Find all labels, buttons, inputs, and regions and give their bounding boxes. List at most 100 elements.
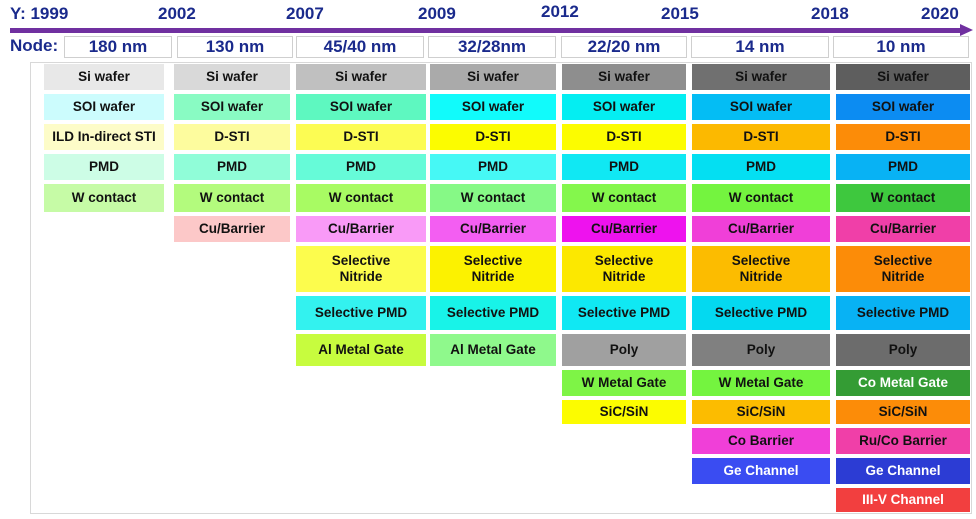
cell-pmd: PMD xyxy=(836,154,970,180)
cell-label: SOI wafer xyxy=(72,99,136,114)
cell-label: D-STI xyxy=(214,129,250,144)
cell-label: PMD xyxy=(609,159,639,174)
cell-label: Si wafer xyxy=(877,69,929,84)
cell-w-contact: W contact xyxy=(430,184,556,212)
node-label: Node: xyxy=(10,36,59,55)
cell-label: PMD xyxy=(888,159,918,174)
cell-label: Si wafer xyxy=(467,69,519,84)
year-label-2009: 2009 xyxy=(418,4,456,24)
cell-cu-barrier: Cu/Barrier xyxy=(836,216,970,242)
cell-d-sti: D-STI xyxy=(692,124,830,150)
cell-label: Cu/Barrier xyxy=(459,221,527,236)
cell-label: Selective Nitride xyxy=(873,253,933,284)
cell-w-contact: W contact xyxy=(836,184,970,212)
cell-selective-pmd: Selective PMD xyxy=(836,296,970,330)
cell-pmd: PMD xyxy=(692,154,830,180)
cell-soi-wafer: SOI wafer xyxy=(44,94,164,120)
cell-si-wafer: Si wafer xyxy=(692,64,830,90)
cell-cu-barrier: Cu/Barrier xyxy=(692,216,830,242)
cell-label: SOI wafer xyxy=(461,99,525,114)
cell-label: Si wafer xyxy=(206,69,258,84)
cell-selective-nitride: Selective Nitride xyxy=(430,246,556,292)
year-label-1999: Y: 1999 xyxy=(10,4,68,24)
cell-label: W contact xyxy=(728,190,794,205)
cell-selective-pmd: Selective PMD xyxy=(296,296,426,330)
cell-si-wafer: Si wafer xyxy=(44,64,164,90)
cell-label: W contact xyxy=(328,190,394,205)
cell-soi-wafer: SOI wafer xyxy=(562,94,686,120)
cell-soi-wafer: SOI wafer xyxy=(430,94,556,120)
cell-si-wafer: Si wafer xyxy=(430,64,556,90)
cell-label: Al Metal Gate xyxy=(450,342,536,357)
cell-sic-sin: SiC/SiN xyxy=(836,400,970,424)
cell-d-sti: D-STI xyxy=(296,124,426,150)
cell-label: Poly xyxy=(609,342,639,357)
year-label-2015: 2015 xyxy=(661,4,699,24)
cell-label: W Metal Gate xyxy=(581,375,667,390)
cell-label: Selective PMD xyxy=(577,305,671,320)
cell-label: Selective PMD xyxy=(314,305,408,320)
year-label-2012: 2012 xyxy=(541,2,579,22)
cell-label: Co Metal Gate xyxy=(857,375,949,390)
year-value: 2018 xyxy=(811,4,849,23)
cell-label: W contact xyxy=(591,190,657,205)
cell-label: Ge Channel xyxy=(723,463,799,478)
cell-cu-barrier: Cu/Barrier xyxy=(174,216,290,242)
node-10-nm: 10 nm xyxy=(833,36,969,58)
cell-label: Selective Nitride xyxy=(594,253,654,284)
cell-selective-pmd: Selective PMD xyxy=(562,296,686,330)
cell-label: Ge Channel xyxy=(865,463,941,478)
cell-selective-pmd: Selective PMD xyxy=(692,296,830,330)
cell-label: W contact xyxy=(199,190,265,205)
cell-label: Cu/Barrier xyxy=(869,221,937,236)
cell-label: W contact xyxy=(460,190,526,205)
cell-label: W Metal Gate xyxy=(718,375,804,390)
cell-w-metal-gate: W Metal Gate xyxy=(562,370,686,396)
cell-label: Ru/Co Barrier xyxy=(859,433,947,448)
cell-label: Cu/Barrier xyxy=(590,221,658,236)
cell-si-wafer: Si wafer xyxy=(562,64,686,90)
cell-selective-nitride: Selective Nitride xyxy=(836,246,970,292)
year-label-2007: 2007 xyxy=(286,4,324,24)
cell-label: D-STI xyxy=(606,129,642,144)
cell-co-barrier: Co Barrier xyxy=(692,428,830,454)
cell-pmd: PMD xyxy=(174,154,290,180)
cell-al-metal-gate: Al Metal Gate xyxy=(296,334,426,366)
cell-label: Al Metal Gate xyxy=(318,342,404,357)
cell-cu-barrier: Cu/Barrier xyxy=(562,216,686,242)
process-table-frame xyxy=(30,62,972,514)
cell-sic-sin: SiC/SiN xyxy=(692,400,830,424)
cell-ru-co-barrier: Ru/Co Barrier xyxy=(836,428,970,454)
cell-iii-v-channel: III-V Channel xyxy=(836,488,970,512)
cell-label: Co Barrier xyxy=(727,433,795,448)
cell-label: W contact xyxy=(71,190,137,205)
cell-pmd: PMD xyxy=(44,154,164,180)
node-130-nm: 130 nm xyxy=(177,36,293,58)
cell-label: Si wafer xyxy=(78,69,130,84)
cell-soi-wafer: SOI wafer xyxy=(836,94,970,120)
node-14-nm: 14 nm xyxy=(691,36,829,58)
cell-pmd: PMD xyxy=(430,154,556,180)
year-prefix: Y: xyxy=(10,4,31,23)
timeline-arrowhead xyxy=(960,24,973,36)
cell-label: D-STI xyxy=(475,129,511,144)
cell-label: W contact xyxy=(870,190,936,205)
year-value: 2009 xyxy=(418,4,456,23)
year-value: 2002 xyxy=(158,4,196,23)
cell-ild-in-direct-sti: ILD In-direct STI xyxy=(44,124,164,150)
cell-label: ILD In-direct STI xyxy=(52,129,156,144)
year-value: 2007 xyxy=(286,4,324,23)
cell-label: Selective PMD xyxy=(446,305,540,320)
cell-label: Poly xyxy=(888,342,918,357)
cell-label: Selective Nitride xyxy=(731,253,791,284)
cell-al-metal-gate: Al Metal Gate xyxy=(430,334,556,366)
cell-poly: Poly xyxy=(562,334,686,366)
cell-label: Cu/Barrier xyxy=(727,221,795,236)
cell-label: SOI wafer xyxy=(329,99,393,114)
node-45-40-nm: 45/40 nm xyxy=(296,36,424,58)
cell-label: PMD xyxy=(346,159,376,174)
year-label-2020: 2020 xyxy=(921,4,959,24)
cell-label: PMD xyxy=(89,159,119,174)
cell-label: SOI wafer xyxy=(592,99,656,114)
cell-d-sti: D-STI xyxy=(174,124,290,150)
